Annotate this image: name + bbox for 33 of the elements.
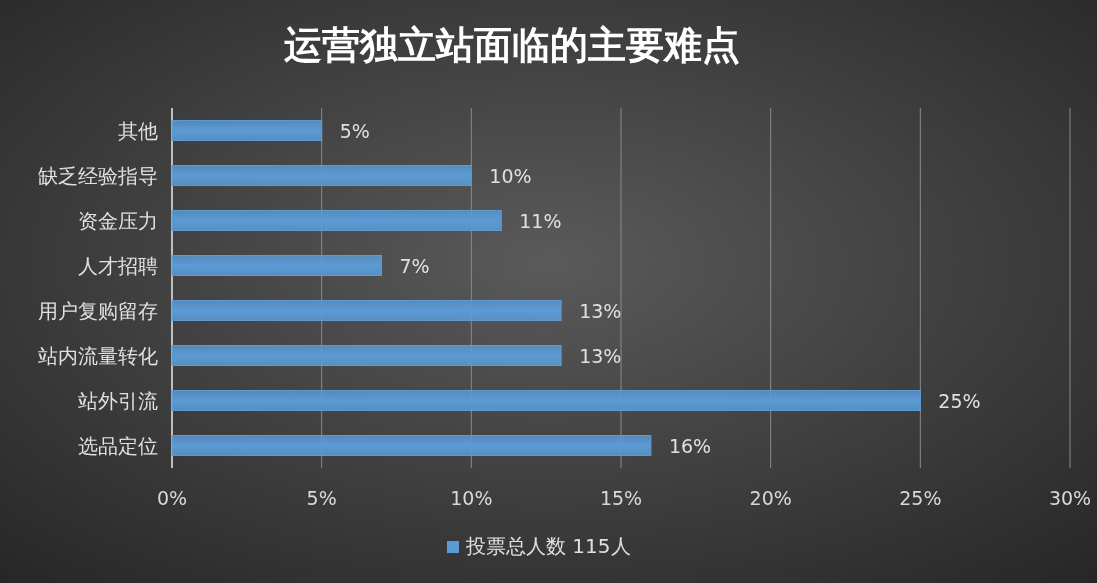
- bar: [171, 210, 502, 231]
- data-label: 13%: [579, 344, 622, 367]
- data-label: 10%: [489, 164, 532, 187]
- y-tick-label: 缺乏经验指导: [38, 163, 158, 188]
- data-label: 13%: [579, 299, 622, 322]
- x-tick-label: 30%: [1048, 487, 1092, 509]
- x-tick-label: 15%: [599, 487, 643, 509]
- data-label: 11%: [519, 209, 562, 232]
- data-label: 16%: [668, 434, 712, 457]
- x-tick-label: 10%: [450, 487, 493, 509]
- bar: [171, 300, 562, 321]
- x-tick-label: 5%: [306, 487, 337, 509]
- data-label: 7%: [399, 254, 430, 277]
- bar: [171, 435, 652, 456]
- y-tick-label: 其他: [118, 118, 158, 143]
- y-tick-label: 站内流量转化: [38, 343, 158, 368]
- y-tick-label: 选品定位: [78, 433, 158, 458]
- bar: [171, 255, 383, 276]
- chart-title: 运营独立站面临的主要难点: [284, 22, 740, 67]
- bar: [171, 120, 323, 141]
- y-tick-label: 资金压力: [78, 208, 158, 233]
- x-tick-label: 25%: [899, 487, 942, 509]
- data-label: 5%: [339, 119, 370, 142]
- bar: [171, 345, 562, 366]
- bar: [171, 390, 921, 411]
- y-tick-label: 用户复购留存: [38, 298, 158, 323]
- x-tick-label: 0%: [156, 487, 188, 509]
- x-tick-label: 20%: [749, 487, 792, 509]
- y-tick-label: 站外引流: [78, 388, 158, 413]
- legend-label: 投票总人数 115人: [465, 534, 631, 558]
- data-label: 25%: [938, 389, 981, 412]
- y-tick-label: 人才招聘: [78, 253, 158, 278]
- bar: [171, 165, 472, 186]
